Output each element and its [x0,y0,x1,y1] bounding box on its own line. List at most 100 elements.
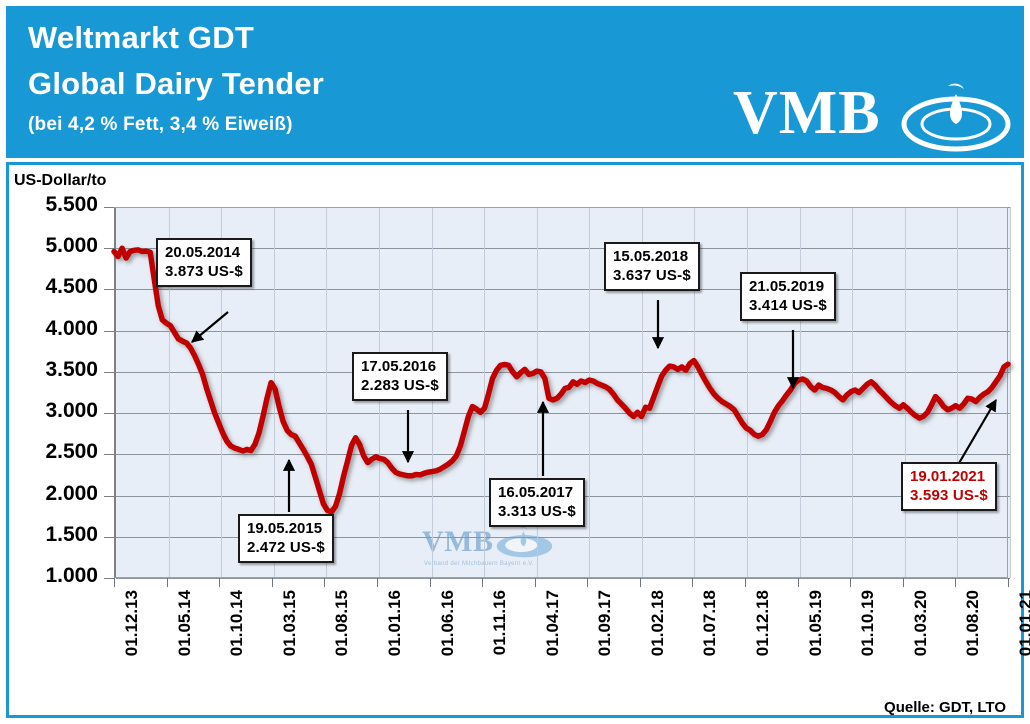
x-axis-label: 01.05.19 [805,590,825,657]
source-note: Quelle: GDT, LTO [884,699,1006,716]
annotation-value: 3.637 US-$ [613,267,691,284]
x-axis-tick [692,578,694,587]
gridline-horizontal [116,371,1010,373]
x-axis-tick [587,578,589,587]
page-subtitle: (bei 4,2 % Fett, 3,4 % Eiweiß) [28,114,293,135]
x-axis-tick [271,578,273,587]
x-axis-tick [324,578,326,587]
annotation-date: 21.05.2019 [749,278,825,295]
chart-annotation: 16.05.2017 3.313 US-$ [489,478,585,527]
x-axis-tick [114,578,115,587]
gridline-horizontal [116,536,1010,538]
y-axis-label: 1.000 [45,564,98,587]
gridline-horizontal [116,330,1010,332]
chart-annotation: 20.05.2014 3.873 US-$ [156,238,252,287]
x-axis-label: 01.07.18 [700,590,720,657]
annotation-date: 19.01.2021 [910,468,986,485]
y-axis-tick [104,536,114,538]
y-axis-tick [104,371,114,373]
x-axis-label: 01.05.14 [174,590,194,657]
y-axis-tick [104,495,114,497]
gridline-vertical [852,207,854,578]
page-title-line1: Weltmarkt GDT [28,20,254,55]
gridline-vertical [589,207,591,578]
x-axis-label: 01.04.17 [542,590,562,657]
y-axis-label: 2.000 [45,481,98,505]
page-title-line2: Global Dairy Tender [28,66,325,101]
chart-annotation: 15.05.2018 3.637 US-$ [604,242,700,291]
x-axis-label: 01.01.16 [384,590,404,657]
x-axis-label: 01.02.18 [647,590,667,657]
watermark-text: VMB [422,525,494,558]
x-axis-tick [902,578,904,587]
x-axis-label: 01.12.18 [753,590,773,657]
y-axis-label: 4.000 [45,316,98,340]
x-axis-tick [639,578,641,587]
x-axis-tick [745,578,747,587]
x-axis-tick [166,578,168,587]
x-axis-label: 01.12.13 [122,590,141,657]
x-axis-label: 01.08.15 [332,590,352,657]
annotation-date: 16.05.2017 [498,484,574,501]
annotation-value: 3.313 US-$ [498,503,576,520]
chart-annotation: 21.05.2019 3.414 US-$ [740,272,836,321]
chart-annotation: 19.01.2021 3.593 US-$ [901,462,997,511]
x-axis-label: 01.03.15 [279,590,299,657]
watermark-subtext: Verband der Milchbauern Bayern e.V. [424,561,535,567]
y-axis-tick [104,207,114,208]
y-axis-label: 2.500 [45,440,98,464]
gridline-vertical [957,207,959,578]
gridline-vertical [1010,207,1011,578]
watermark-droplet-icon [496,527,553,558]
vmb-logo: VMB [718,79,1018,156]
x-axis-tick [955,578,957,587]
y-axis-tick [104,248,114,250]
x-axis-label: 01.08.20 [963,590,983,657]
gridline-horizontal [116,454,1010,456]
y-axis-tick [104,289,114,291]
gridline-horizontal [116,289,1010,291]
gridline-horizontal [116,207,1010,208]
gridline-vertical [484,207,486,578]
y-axis-label: 5.000 [45,234,98,258]
x-axis-label: 01.09.17 [595,590,615,657]
annotation-value: 3.593 US-$ [910,487,988,504]
annotation-date: 15.05.2018 [613,248,689,265]
y-axis-label: 5.500 [45,193,98,216]
x-axis-label: 01.06.16 [437,590,457,657]
x-axis-label: 01.01.21 [1016,590,1030,657]
chart-annotation: 19.05.2015 2.472 US-$ [238,514,334,563]
annotation-date: 17.05.2016 [361,358,437,375]
page-header: Weltmarkt GDT Global Dairy Tender (bei 4… [6,6,1024,158]
vmb-logo-text: VMB [733,79,881,147]
x-axis-label: 01.11.16 [490,590,510,656]
x-axis-tick [219,578,221,587]
x-axis-tick [850,578,852,587]
vmb-droplet-icon [901,83,1011,152]
annotation-date: 19.05.2015 [247,520,323,537]
gridline-horizontal [116,413,1010,415]
y-axis-label: 3.500 [45,357,98,381]
x-axis-tick [482,578,484,587]
chart-annotation: 17.05.2016 2.283 US-$ [352,352,448,401]
x-axis-label: 01.10.19 [858,590,878,657]
annotation-value: 2.472 US-$ [247,539,325,556]
x-axis-label: 01.03.20 [910,590,930,657]
x-axis-tick [797,578,799,587]
y-axis-label: 1.500 [45,522,98,546]
x-axis-tick [429,578,431,587]
gridline-vertical [747,207,749,578]
y-axis-tick [104,413,114,415]
gridline-horizontal [116,578,1010,579]
annotation-value: 3.873 US-$ [165,263,243,280]
annotation-value: 3.414 US-$ [749,297,827,314]
gridline-vertical [799,207,801,578]
x-axis-label: 01.10.14 [227,590,247,657]
x-axis-tick [376,578,378,587]
y-axis-tick [104,330,114,332]
y-axis-label: 3.000 [45,399,98,423]
y-axis-tick [104,454,114,456]
annotation-date: 20.05.2014 [165,244,241,261]
x-axis-tick [1008,578,1009,587]
